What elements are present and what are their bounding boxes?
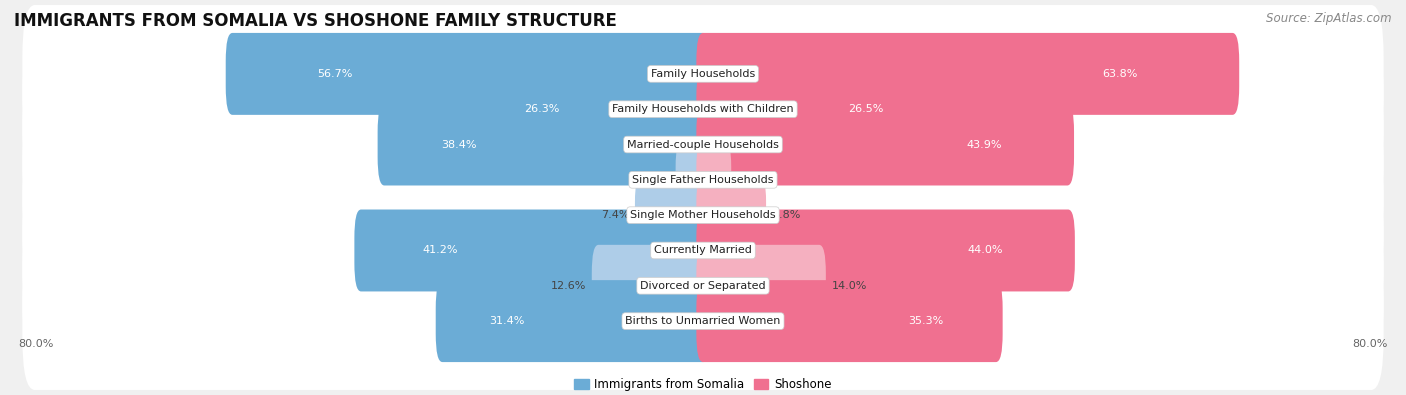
FancyBboxPatch shape (22, 217, 1384, 355)
FancyBboxPatch shape (22, 146, 1384, 284)
FancyBboxPatch shape (22, 40, 1384, 178)
Text: Single Mother Households: Single Mother Households (630, 210, 776, 220)
FancyBboxPatch shape (436, 280, 710, 362)
FancyBboxPatch shape (226, 33, 710, 115)
Text: Family Households: Family Households (651, 69, 755, 79)
FancyBboxPatch shape (478, 68, 710, 150)
Text: Source: ZipAtlas.com: Source: ZipAtlas.com (1267, 12, 1392, 25)
Text: 38.4%: 38.4% (441, 139, 477, 150)
Text: Married-couple Households: Married-couple Households (627, 139, 779, 150)
FancyBboxPatch shape (22, 76, 1384, 213)
FancyBboxPatch shape (696, 103, 1074, 186)
FancyBboxPatch shape (696, 139, 731, 221)
FancyBboxPatch shape (354, 209, 710, 292)
Text: 80.0%: 80.0% (1353, 339, 1388, 349)
Text: 2.5%: 2.5% (641, 175, 669, 185)
Text: Currently Married: Currently Married (654, 245, 752, 256)
FancyBboxPatch shape (22, 5, 1384, 143)
FancyBboxPatch shape (696, 174, 766, 256)
FancyBboxPatch shape (696, 209, 1074, 292)
Text: 14.0%: 14.0% (832, 281, 868, 291)
Text: 80.0%: 80.0% (18, 339, 53, 349)
Text: Divorced or Separated: Divorced or Separated (640, 281, 766, 291)
Text: 31.4%: 31.4% (489, 316, 524, 326)
Text: 44.0%: 44.0% (967, 245, 1002, 256)
FancyBboxPatch shape (696, 245, 825, 327)
FancyBboxPatch shape (696, 33, 1239, 115)
FancyBboxPatch shape (676, 139, 710, 221)
Legend: Immigrants from Somalia, Shoshone: Immigrants from Somalia, Shoshone (569, 373, 837, 395)
Text: 56.7%: 56.7% (318, 69, 353, 79)
FancyBboxPatch shape (592, 245, 710, 327)
FancyBboxPatch shape (22, 182, 1384, 319)
Text: 43.9%: 43.9% (966, 139, 1002, 150)
FancyBboxPatch shape (636, 174, 710, 256)
Text: 7.4%: 7.4% (600, 210, 628, 220)
Text: 26.3%: 26.3% (524, 104, 560, 114)
Text: Single Father Households: Single Father Households (633, 175, 773, 185)
FancyBboxPatch shape (696, 280, 1002, 362)
Text: 26.5%: 26.5% (848, 104, 883, 114)
Text: IMMIGRANTS FROM SOMALIA VS SHOSHONE FAMILY STRUCTURE: IMMIGRANTS FROM SOMALIA VS SHOSHONE FAMI… (14, 12, 617, 30)
Text: 35.3%: 35.3% (908, 316, 943, 326)
Text: Family Households with Children: Family Households with Children (612, 104, 794, 114)
Text: 63.8%: 63.8% (1102, 69, 1137, 79)
Text: Births to Unmarried Women: Births to Unmarried Women (626, 316, 780, 326)
Text: 12.6%: 12.6% (551, 281, 586, 291)
FancyBboxPatch shape (378, 103, 710, 186)
FancyBboxPatch shape (22, 111, 1384, 249)
FancyBboxPatch shape (696, 68, 929, 150)
Text: 2.6%: 2.6% (737, 175, 765, 185)
Text: 6.8%: 6.8% (772, 210, 800, 220)
Text: 41.2%: 41.2% (423, 245, 458, 256)
FancyBboxPatch shape (22, 252, 1384, 390)
